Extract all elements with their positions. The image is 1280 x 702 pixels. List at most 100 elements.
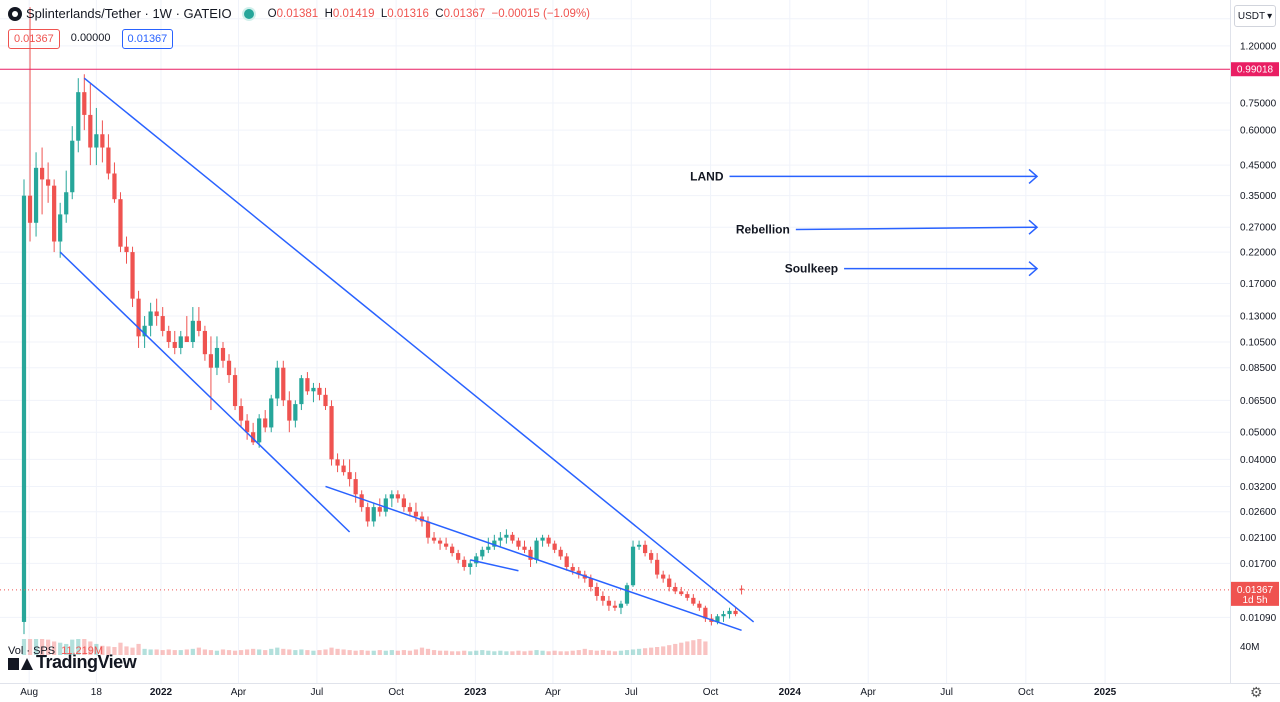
- volume-value: 11.219M: [61, 645, 104, 657]
- volume-bar: [522, 651, 527, 655]
- volume-bar: [377, 650, 382, 655]
- volume-bar: [184, 649, 189, 655]
- volume-bar: [202, 649, 208, 655]
- volume-bar: [697, 639, 702, 655]
- volume-bar: [269, 648, 274, 655]
- volume-bar: [124, 646, 129, 655]
- candle-body: [642, 544, 648, 554]
- symbol-logo-icon: [8, 6, 22, 21]
- x-tick-label: Oct: [388, 687, 404, 698]
- arrow-head-icon: [1028, 219, 1039, 235]
- candle-body: [100, 134, 105, 148]
- volume-bar: [311, 650, 316, 655]
- trendline: [470, 559, 519, 572]
- volume-bar: [703, 641, 708, 655]
- trendline: [83, 77, 755, 623]
- candle-body: [70, 140, 75, 193]
- candle-body: [58, 214, 63, 242]
- current-price-label: 0.01367: [1237, 585, 1274, 596]
- candle-body: [649, 553, 654, 560]
- volume-bar: [492, 651, 497, 655]
- volume-bar: [208, 650, 214, 655]
- volume-bar: [636, 648, 642, 655]
- volume-axis-label: 40M: [1240, 642, 1259, 653]
- volume-bar: [516, 650, 521, 655]
- y-tick-label: 0.60000: [1240, 126, 1277, 137]
- volume-bar: [564, 651, 569, 655]
- candle-body: [160, 316, 165, 331]
- candle-body: [443, 543, 449, 547]
- symbol-title[interactable]: Splinterlands/Tether · 1W · GATEIO: [26, 6, 232, 21]
- candle-body: [606, 600, 612, 606]
- horizontal-line-label: 0.99018: [1237, 65, 1274, 76]
- candle-body: [576, 570, 581, 575]
- candle-body: [172, 342, 177, 348]
- candle-body: [88, 114, 93, 148]
- candle-body: [703, 607, 708, 619]
- volume-bar: [317, 650, 322, 655]
- volume-bar: [178, 650, 183, 655]
- candle-body: [52, 185, 57, 242]
- candle-body: [323, 394, 328, 407]
- volume-bar: [46, 639, 51, 655]
- candle-body: [305, 378, 310, 392]
- y-tick-label: 0.04000: [1240, 455, 1277, 466]
- tradingview-icon: [8, 656, 33, 670]
- y-tick-label: 0.75000: [1240, 99, 1277, 110]
- candle-body: [184, 336, 189, 343]
- y-tick-label: 0.17000: [1240, 279, 1277, 290]
- x-tick-label: 2023: [464, 687, 487, 698]
- volume-bar: [474, 650, 479, 655]
- candle-body: [727, 610, 732, 615]
- candle-body: [474, 556, 479, 564]
- candle-body: [685, 594, 690, 598]
- volume-bar: [510, 651, 515, 655]
- y-tick-label: 0.02600: [1240, 507, 1277, 518]
- annotation-arrow: [795, 226, 1038, 231]
- candle-body: [112, 173, 117, 200]
- volume-bar: [76, 639, 81, 655]
- volume-bar: [450, 651, 455, 655]
- volume-bar: [630, 649, 636, 655]
- candle-body: [154, 311, 159, 317]
- grid: [0, 0, 1230, 683]
- x-tick-label: 2024: [779, 687, 802, 698]
- market-status-icon[interactable]: [243, 8, 254, 19]
- price-axis: 1.500001.200000.750000.600000.450000.350…: [1230, 0, 1280, 683]
- volume-bars: [21, 639, 708, 655]
- sell-price-box[interactable]: 0.01367: [8, 29, 60, 49]
- candle-body: [667, 578, 672, 587]
- y-tick-label: 0.08500: [1240, 363, 1277, 374]
- volume-bar: [232, 650, 238, 655]
- volume-bar: [238, 650, 244, 655]
- volume-bar: [661, 646, 666, 655]
- candle-body: [450, 546, 455, 554]
- volume-bar: [486, 650, 491, 655]
- x-tick-label: Oct: [703, 687, 719, 698]
- candle-body: [522, 546, 527, 550]
- volume-bar: [251, 648, 256, 655]
- volume-bar: [172, 650, 177, 655]
- candle-body: [281, 367, 286, 401]
- volume-bar: [419, 647, 425, 655]
- candle-body: [715, 616, 720, 622]
- candle-body: [64, 192, 69, 215]
- time-axis: Aug 18 2022 Apr Jul Oct 2023 Apr Jul Oct 2024 Apr Ju…: [0, 683, 1280, 698]
- candle-body: [486, 546, 491, 550]
- buy-price-box[interactable]: 0.01367: [121, 29, 174, 49]
- arrow-head-icon: [1028, 168, 1039, 184]
- candle-body: [697, 603, 702, 608]
- candle-body: [359, 494, 364, 508]
- candle-body: [407, 507, 413, 512]
- candle-body: [76, 92, 81, 141]
- currency-select[interactable]: USDT ▾: [1234, 5, 1276, 27]
- candle-body: [733, 610, 738, 615]
- candle-body: [293, 404, 298, 421]
- volume-bar: [600, 650, 605, 655]
- volume-bar: [39, 639, 45, 655]
- volume-bar: [558, 651, 563, 655]
- volume-bar: [443, 650, 449, 655]
- candle-body: [124, 246, 129, 253]
- settings-gear-icon[interactable]: ⚙: [1250, 684, 1263, 700]
